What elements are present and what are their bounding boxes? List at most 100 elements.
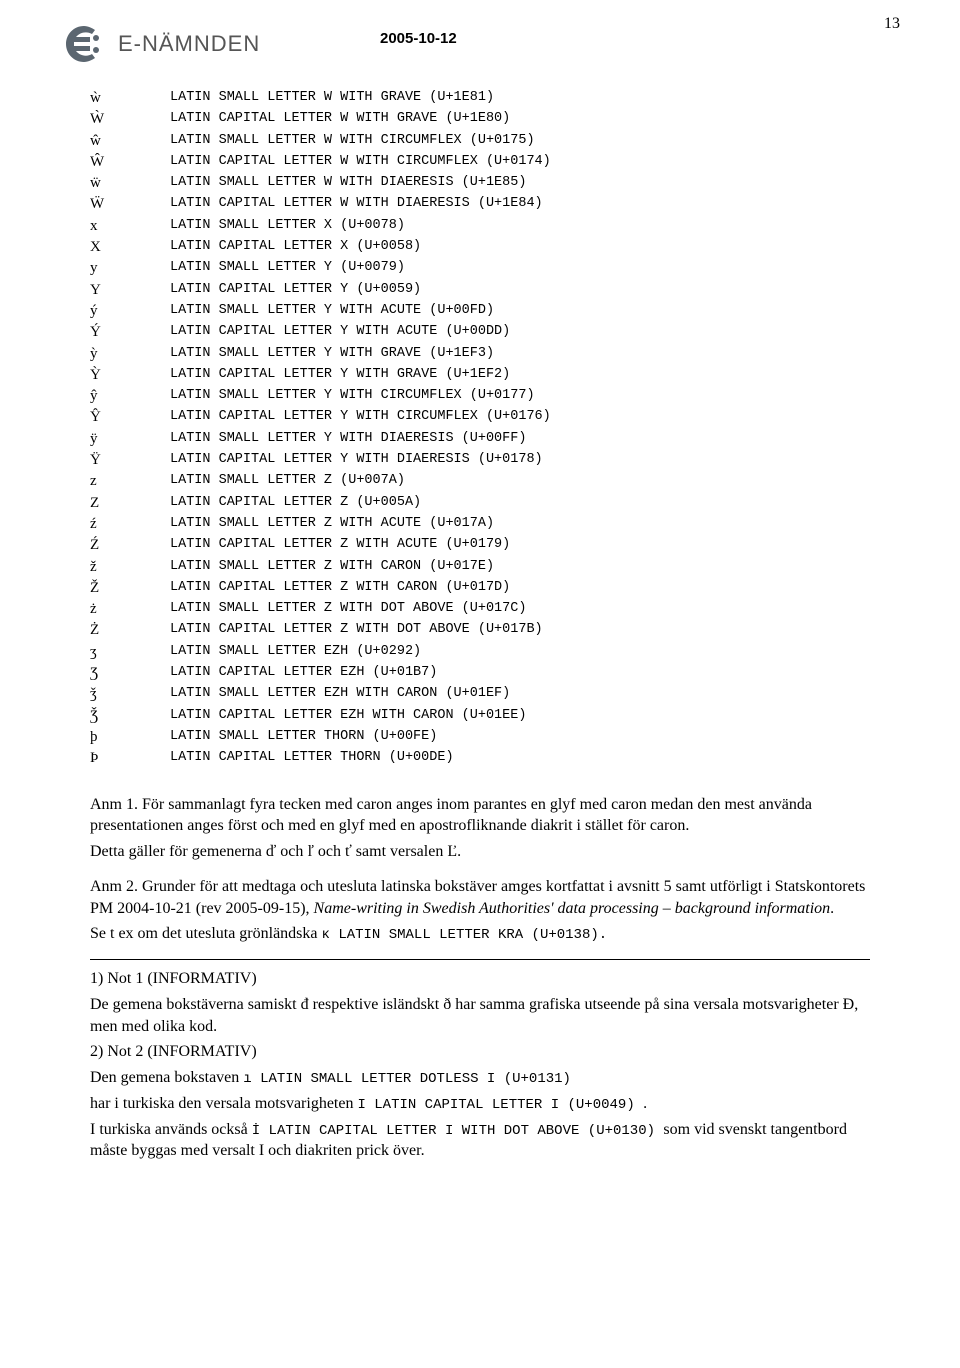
glyph-cell: Ź — [90, 535, 170, 556]
glyph-cell: ʒ — [90, 642, 170, 663]
glyph-cell: Þ — [90, 748, 170, 769]
char-row: XLATIN CAPITAL LETTER X (U+0058) — [90, 237, 900, 258]
char-row: ƷLATIN CAPITAL LETTER EZH (U+01B7) — [90, 663, 900, 684]
char-row: ŻLATIN CAPITAL LETTER Z WITH DOT ABOVE (… — [90, 620, 900, 641]
char-row: ÞLATIN CAPITAL LETTER THORN (U+00DE) — [90, 748, 900, 769]
description-cell: LATIN SMALL LETTER X (U+0078) — [170, 216, 405, 237]
glyph-cell: ŷ — [90, 386, 170, 407]
logo-area: E-NÄMNDEN — [60, 20, 260, 68]
glyph-cell: Ý — [90, 322, 170, 343]
description-cell: LATIN CAPITAL LETTER W WITH GRAVE (U+1E8… — [170, 109, 510, 130]
anm1-p1: Anm 1. För sammanlagt fyra tecken med ca… — [90, 794, 870, 837]
char-row: ŵLATIN SMALL LETTER W WITH CIRCUMFLEX (U… — [90, 131, 900, 152]
anm2-p1: Anm 2. Grunder för att medtaga och utesl… — [90, 876, 870, 919]
description-cell: LATIN SMALL LETTER THORN (U+00FE) — [170, 727, 437, 748]
char-row: zLATIN SMALL LETTER Z (U+007A) — [90, 471, 900, 492]
description-cell: LATIN SMALL LETTER W WITH GRAVE (U+1E81) — [170, 88, 494, 109]
glyph-cell: x — [90, 216, 170, 237]
description-cell: LATIN CAPITAL LETTER THORN (U+00DE) — [170, 748, 454, 769]
description-cell: LATIN CAPITAL LETTER Y WITH GRAVE (U+1EF… — [170, 365, 510, 386]
description-cell: LATIN CAPITAL LETTER Y WITH DIAERESIS (U… — [170, 450, 543, 471]
description-cell: LATIN CAPITAL LETTER Z WITH ACUTE (U+017… — [170, 535, 510, 556]
char-row: ŸLATIN CAPITAL LETTER Y WITH DIAERESIS (… — [90, 450, 900, 471]
description-cell: LATIN SMALL LETTER EZH (U+0292) — [170, 642, 421, 663]
description-cell: LATIN CAPITAL LETTER Z (U+005A) — [170, 493, 421, 514]
char-row: žLATIN SMALL LETTER Z WITH CARON (U+017E… — [90, 557, 900, 578]
anm1-block: Anm 1. För sammanlagt fyra tecken med ca… — [90, 794, 870, 863]
character-table: ẁLATIN SMALL LETTER W WITH GRAVE (U+1E81… — [90, 88, 900, 770]
char-row: ŽLATIN CAPITAL LETTER Z WITH CARON (U+01… — [90, 578, 900, 599]
logo-icon — [60, 20, 108, 68]
glyph-cell: þ — [90, 727, 170, 748]
description-cell: LATIN CAPITAL LETTER Y (U+0059) — [170, 280, 421, 301]
glyph-cell: ý — [90, 301, 170, 322]
description-cell: LATIN SMALL LETTER W WITH CIRCUMFLEX (U+… — [170, 131, 535, 152]
char-row: ʒLATIN SMALL LETTER EZH (U+0292) — [90, 642, 900, 663]
glyph-cell: ŵ — [90, 131, 170, 152]
note2-line3: I turkiska används också İ LATIN CAPITAL… — [90, 1119, 870, 1162]
description-cell: LATIN CAPITAL LETTER Z WITH DOT ABOVE (U… — [170, 620, 543, 641]
char-row: ẁLATIN SMALL LETTER W WITH GRAVE (U+1E81… — [90, 88, 900, 109]
char-row: xLATIN SMALL LETTER X (U+0078) — [90, 216, 900, 237]
description-cell: LATIN CAPITAL LETTER W WITH CIRCUMFLEX (… — [170, 152, 551, 173]
glyph-cell: Ŵ — [90, 152, 170, 173]
description-cell: LATIN SMALL LETTER W WITH DIAERESIS (U+1… — [170, 173, 526, 194]
description-cell: LATIN CAPITAL LETTER W WITH DIAERESIS (U… — [170, 194, 543, 215]
description-cell: LATIN SMALL LETTER Z WITH ACUTE (U+017A) — [170, 514, 494, 535]
char-row: ỲLATIN CAPITAL LETTER Y WITH GRAVE (U+1E… — [90, 365, 900, 386]
glyph-cell: ẅ — [90, 173, 170, 194]
description-cell: LATIN SMALL LETTER Z (U+007A) — [170, 471, 405, 492]
note2-line2: har i turkiska den versala motsvarighete… — [90, 1093, 870, 1115]
char-row: ỳLATIN SMALL LETTER Y WITH GRAVE (U+1EF3… — [90, 344, 900, 365]
note2-line1: Den gemena bokstaven ı LATIN SMALL LETTE… — [90, 1067, 870, 1089]
note2-title: 2) Not 2 (INFORMATIV) — [90, 1041, 870, 1063]
description-cell: LATIN CAPITAL LETTER Z WITH CARON (U+017… — [170, 578, 510, 599]
glyph-cell: ẁ — [90, 88, 170, 109]
glyph-cell: z — [90, 471, 170, 492]
glyph-cell: Ǯ — [90, 706, 170, 727]
anm2-block: Anm 2. Grunder för att medtaga och utesl… — [90, 876, 870, 945]
glyph-cell: ź — [90, 514, 170, 535]
description-cell: LATIN SMALL LETTER Y (U+0079) — [170, 258, 405, 279]
glyph-cell: Ʒ — [90, 663, 170, 684]
description-cell: LATIN CAPITAL LETTER EZH (U+01B7) — [170, 663, 437, 684]
note1-body: De gemena bokstäverna samiskt đ respekti… — [90, 994, 870, 1037]
char-row: yLATIN SMALL LETTER Y (U+0079) — [90, 258, 900, 279]
char-row: þLATIN SMALL LETTER THORN (U+00FE) — [90, 727, 900, 748]
description-cell: LATIN SMALL LETTER EZH WITH CARON (U+01E… — [170, 684, 510, 705]
char-row: ŹLATIN CAPITAL LETTER Z WITH ACUTE (U+01… — [90, 535, 900, 556]
glyph-cell: ż — [90, 599, 170, 620]
description-cell: LATIN SMALL LETTER Y WITH ACUTE (U+00FD) — [170, 301, 494, 322]
description-cell: LATIN CAPITAL LETTER Y WITH CIRCUMFLEX (… — [170, 407, 551, 428]
char-row: ÿLATIN SMALL LETTER Y WITH DIAERESIS (U+… — [90, 429, 900, 450]
header-date: 2005-10-12 — [380, 30, 457, 47]
logo-text: E-NÄMNDEN — [118, 31, 260, 57]
glyph-cell: Z — [90, 493, 170, 514]
glyph-cell: Ÿ — [90, 450, 170, 471]
glyph-cell: Ỳ — [90, 365, 170, 386]
glyph-cell: Y — [90, 280, 170, 301]
char-row: ŷLATIN SMALL LETTER Y WITH CIRCUMFLEX (U… — [90, 386, 900, 407]
anm2-p2: Se t ex om det utesluta grönländska ĸ LA… — [90, 923, 870, 945]
description-cell: LATIN CAPITAL LETTER EZH WITH CARON (U+0… — [170, 706, 526, 727]
char-row: ýLATIN SMALL LETTER Y WITH ACUTE (U+00FD… — [90, 301, 900, 322]
glyph-cell: Ẁ — [90, 109, 170, 130]
char-row: ǮLATIN CAPITAL LETTER EZH WITH CARON (U+… — [90, 706, 900, 727]
char-row: ÝLATIN CAPITAL LETTER Y WITH ACUTE (U+00… — [90, 322, 900, 343]
glyph-cell: Ẅ — [90, 194, 170, 215]
description-cell: LATIN SMALL LETTER Y WITH DIAERESIS (U+0… — [170, 429, 526, 450]
description-cell: LATIN SMALL LETTER Y WITH CIRCUMFLEX (U+… — [170, 386, 535, 407]
char-row: żLATIN SMALL LETTER Z WITH DOT ABOVE (U+… — [90, 599, 900, 620]
glyph-cell: Ŷ — [90, 407, 170, 428]
char-row: ŴLATIN CAPITAL LETTER W WITH CIRCUMFLEX … — [90, 152, 900, 173]
page-number: 13 — [884, 15, 900, 33]
description-cell: LATIN CAPITAL LETTER Y WITH ACUTE (U+00D… — [170, 322, 510, 343]
glyph-cell: y — [90, 258, 170, 279]
glyph-cell: ÿ — [90, 429, 170, 450]
notes-block: 1) Not 1 (INFORMATIV) De gemena bokstäve… — [90, 968, 870, 1162]
description-cell: LATIN SMALL LETTER Z WITH CARON (U+017E) — [170, 557, 494, 578]
description-cell: LATIN SMALL LETTER Z WITH DOT ABOVE (U+0… — [170, 599, 526, 620]
glyph-cell: X — [90, 237, 170, 258]
description-cell: LATIN CAPITAL LETTER X (U+0058) — [170, 237, 421, 258]
glyph-cell: ǯ — [90, 684, 170, 705]
